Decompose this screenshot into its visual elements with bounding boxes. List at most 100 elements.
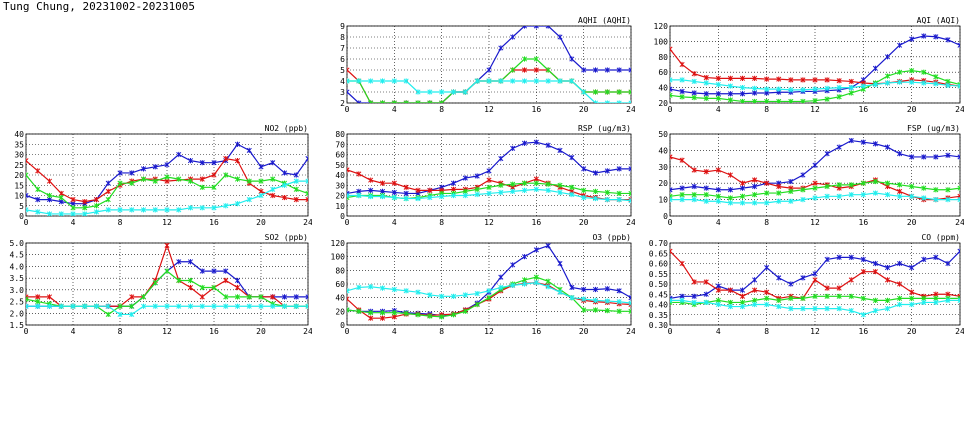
fsp-data-point [764,190,770,196]
aqhi-data-point [533,56,539,62]
rsp-ytick-label: 50 [335,161,345,170]
o3-data-point [486,288,492,294]
aqi-data-point [739,75,746,81]
fsp-data-point [679,157,685,163]
aqhi-data-point [391,78,397,84]
no2-data-point [293,178,299,184]
no2-data-point [305,197,308,203]
rsp-data-point [604,168,610,174]
aqi-xtick-label: 12 [810,105,820,114]
aqi-data-point [897,79,903,85]
so2-data-point [223,294,229,300]
no2-data-point [223,203,229,209]
no2-data-point [293,186,299,192]
co-data-point [897,295,903,301]
aqi-data-point [848,90,854,96]
fsp-data-point [945,152,951,158]
aqi-data-point [957,42,960,48]
aqi-data-point [824,77,830,83]
fsp-data-point [945,197,951,203]
so2-data-point [140,303,147,309]
rsp-data-point [581,166,587,172]
co-data-point [897,260,903,267]
so2-data-point [129,294,135,300]
aqi-xtick-label: 16 [859,105,869,114]
fsp-data-point [727,187,733,193]
so2-ytick-label: 4.0 [10,262,25,271]
aqhi-data-point [592,67,599,73]
no2-data-point [46,178,53,184]
o3-data-point [356,308,362,314]
fsp-data-point [860,192,866,198]
rsp-data-point [427,187,433,193]
o3-data-point [450,312,457,318]
fsp-xtick-label: 12 [810,218,820,227]
co-data-point [764,265,770,271]
so2-data-point [164,268,170,274]
no2-data-point [293,197,299,203]
rsp-data-point [474,173,480,179]
fsp-data-point [848,182,854,188]
o3-data-point [616,288,622,294]
no2-xtick-label: 8 [118,218,123,227]
o3-ytick-label: 120 [331,239,346,248]
so2-data-point [140,294,147,300]
aqi-data-point [921,33,927,39]
aqi-data-point [836,78,842,84]
o3-title: O3 (ppb) [592,233,631,242]
co-data-point [752,301,758,308]
o3-xtick-label: 24 [626,327,635,336]
rsp-data-point [604,189,610,196]
so2-data-point [46,303,53,309]
co-ytick-label: 0.30 [649,321,668,330]
o3-data-point [521,254,528,260]
aqhi-data-point [486,78,492,84]
aqhi-data-point [347,67,350,73]
co-data-point [812,271,818,277]
rsp-data-point [368,177,374,183]
rsp-data-point [557,147,563,153]
fsp-data-point [957,185,960,191]
no2-ytick-label: 0 [19,212,24,221]
fsp-data-point [727,195,733,201]
fsp-data-point [739,180,746,186]
rsp-data-point [450,180,457,186]
aqhi-ytick-label: 7 [340,44,345,53]
o3-data-point [379,315,386,321]
no2-xtick-label: 0 [24,218,29,227]
rsp-data-point [521,180,528,186]
no2-data-point [187,205,194,211]
aqhi-xtick-label: 24 [626,105,635,114]
rsp-data-point [486,184,492,190]
so2-data-point [26,296,29,302]
co-data-point [836,254,842,260]
o3-data-point [604,286,610,292]
co-data-point [715,287,721,293]
co-data-point [812,277,818,283]
aqhi-data-point [628,67,631,73]
fsp-xtick-label: 8 [764,218,769,227]
rsp-data-point [533,186,539,192]
aqhi-data-point [403,78,409,84]
aqi-data-point [776,98,782,103]
aqi-series-line [670,48,960,87]
rsp-data-point [557,189,563,196]
aqhi-data-point [439,100,445,103]
aqhi-xtick-label: 4 [392,105,397,114]
o3-data-point [427,313,433,319]
aqi-data-point [933,81,939,87]
aqhi-xtick-label: 12 [484,105,494,114]
fsp-ytick-label: 10 [658,196,668,205]
fsp-data-point [909,183,915,190]
rsp-ytick-label: 80 [335,130,345,139]
fsp-data-point [776,198,782,204]
no2-data-point [35,209,41,215]
rsp-data-point [486,190,492,197]
aqi-data-point [727,97,733,103]
o3-data-point [368,310,374,316]
fsp-data-point [776,190,782,196]
co-data-point [860,256,866,262]
so2-data-point [281,303,288,309]
co-data-point [909,295,915,301]
